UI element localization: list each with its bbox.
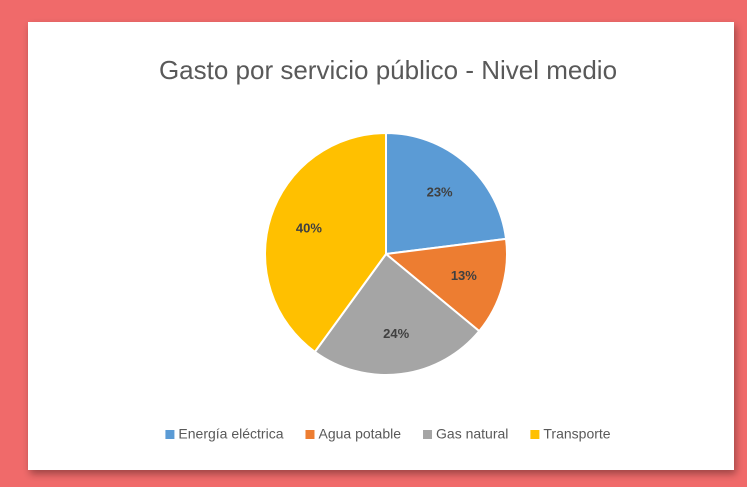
pie: 23% 13% 24% 40% bbox=[264, 131, 508, 376]
pie-slice bbox=[383, 237, 508, 333]
chart-title: Gasto por servicio público - Nivel medio bbox=[159, 55, 617, 85]
legend-label: Gas natural bbox=[436, 426, 508, 442]
pie-slice bbox=[385, 131, 508, 256]
pie-slice bbox=[264, 131, 387, 354]
data-label: 13% bbox=[451, 268, 477, 283]
legend-swatch bbox=[305, 430, 315, 439]
data-label: 40% bbox=[296, 220, 322, 235]
data-label: 23% bbox=[427, 185, 453, 200]
legend-label: Transporte bbox=[543, 426, 610, 442]
data-label: 24% bbox=[383, 326, 409, 341]
legend-swatch bbox=[423, 430, 433, 439]
legend-label: Agua potable bbox=[318, 426, 401, 442]
legend: Energía eléctrica Agua potable Gas natural… bbox=[165, 426, 611, 442]
legend-swatch bbox=[530, 430, 540, 439]
legend-label: Energía eléctrica bbox=[178, 426, 283, 442]
pie-slice bbox=[313, 252, 481, 376]
legend-swatch bbox=[165, 430, 175, 439]
